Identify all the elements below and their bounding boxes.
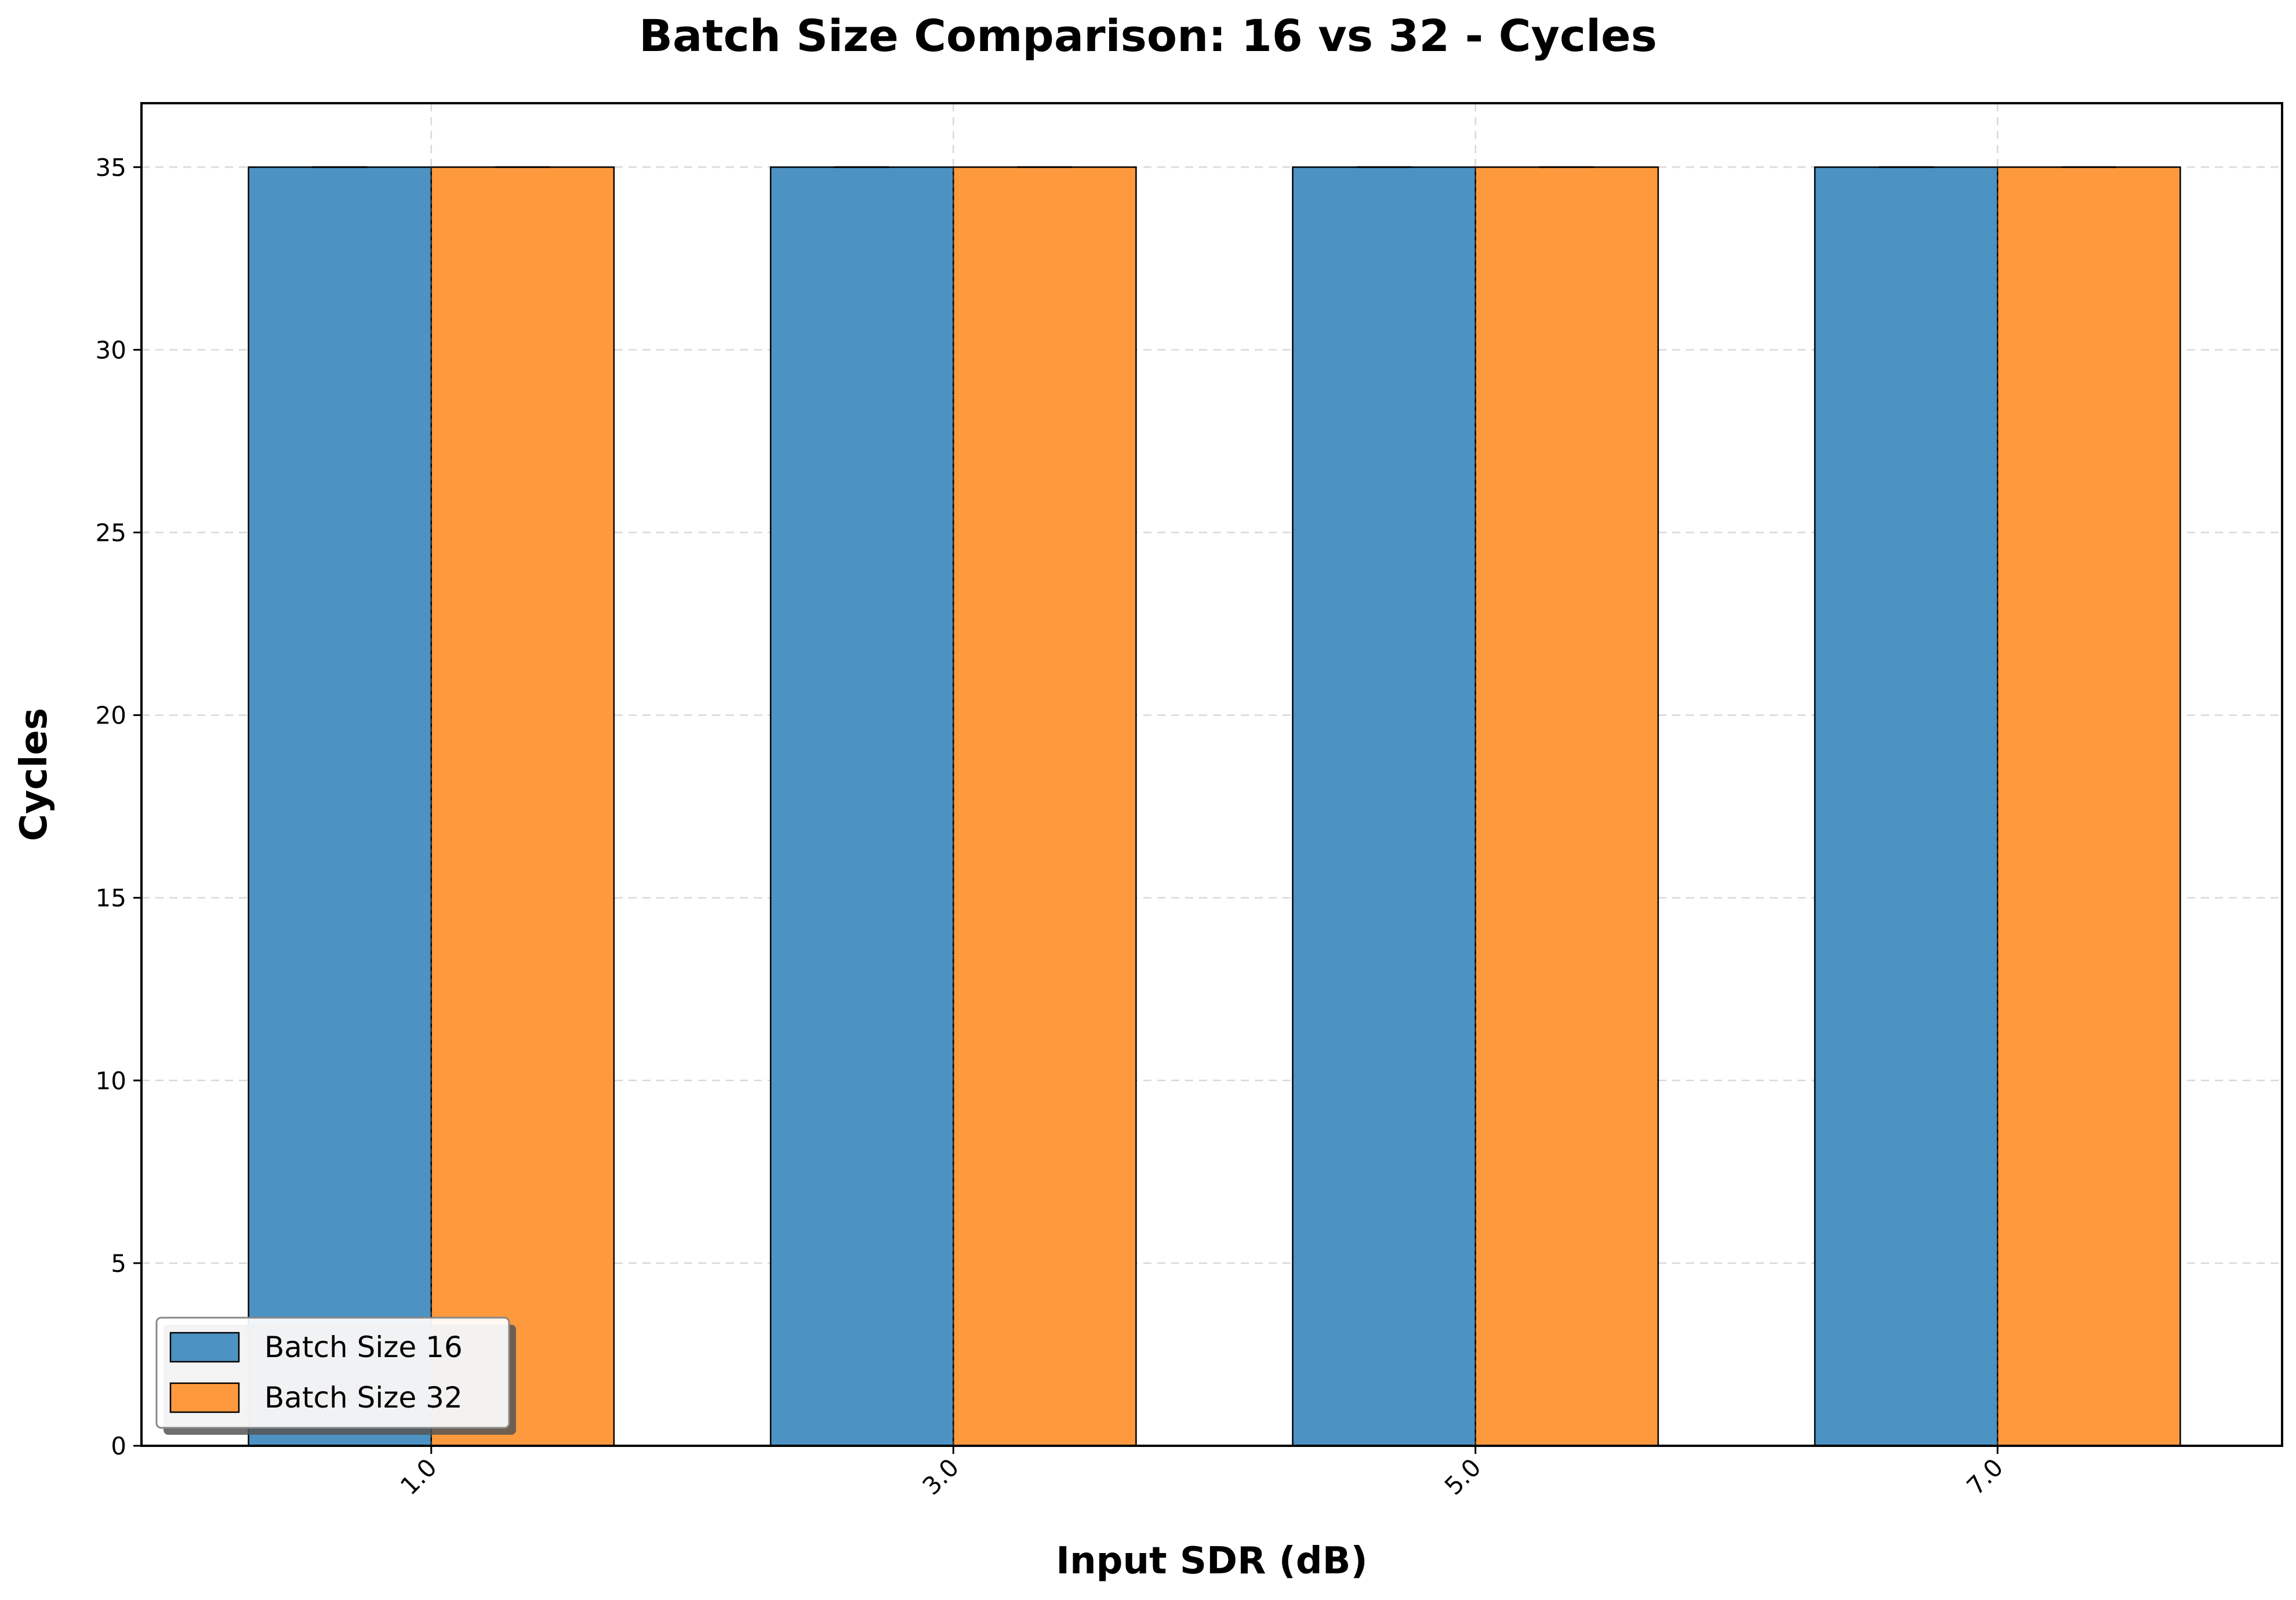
bar-batch-size-16-7.0	[1814, 166, 1999, 1447]
legend-swatch-batch-size-32	[169, 1382, 240, 1413]
legend-box	[155, 1317, 510, 1429]
bars	[248, 166, 2181, 1447]
bar-batch-size-32-1.0	[430, 166, 615, 1447]
y-tick-label: 10	[96, 1067, 126, 1095]
y-tick-label: 15	[96, 884, 126, 912]
x-tick-label: 1.0	[395, 1453, 442, 1500]
x-tick-label: 5.0	[1439, 1453, 1487, 1500]
x-tick-label: 7.0	[1961, 1453, 2008, 1500]
bar-batch-size-16-3.0	[769, 166, 954, 1447]
legend: Batch Size 16 Batch Size 32	[155, 1317, 516, 1435]
legend-label-batch-size-16: Batch Size 16	[264, 1330, 463, 1364]
y-tick-label: 0	[111, 1432, 126, 1460]
y-tick-label: 5	[111, 1249, 126, 1278]
y-axis-label: Cycles	[13, 708, 56, 841]
legend-label-batch-size-32: Batch Size 32	[264, 1381, 463, 1414]
legend-swatch-batch-size-16	[169, 1332, 240, 1363]
bar-batch-size-32-3.0	[953, 166, 1137, 1447]
chart-title: Batch Size Comparison: 16 vs 32 - Cycles	[639, 10, 1657, 61]
y-tick-label: 30	[96, 336, 126, 364]
bar-batch-size-32-7.0	[1996, 166, 2181, 1447]
y-tick-label: 25	[96, 518, 126, 547]
bar-batch-size-32-5.0	[1474, 166, 1659, 1447]
bar-batch-size-16-5.0	[1292, 166, 1476, 1447]
x-axis-ticks: 1.0 3.0 5.0 7.0	[395, 1446, 2008, 1500]
y-tick-label: 20	[96, 701, 126, 730]
x-tick-label: 3.0	[917, 1453, 964, 1500]
y-tick-label: 35	[96, 153, 126, 181]
x-axis-label: Input SDR (dB)	[1056, 1540, 1368, 1583]
plot-area-frame	[140, 102, 2283, 1447]
y-axis-ticks: 0 5 10 15 20 25 30 35	[96, 153, 141, 1460]
bar-batch-size-16-1.0	[248, 166, 433, 1447]
